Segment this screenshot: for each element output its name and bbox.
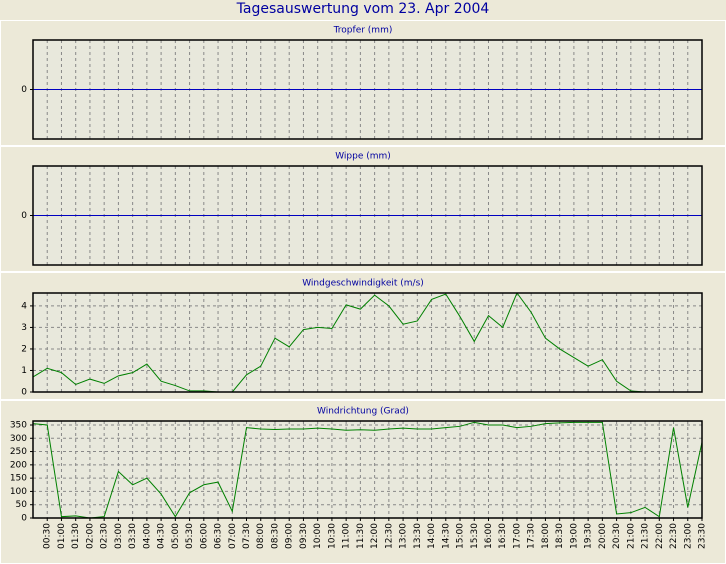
x-tick-label: 08:30 <box>270 523 280 549</box>
x-tick-label: 14:30 <box>441 523 451 549</box>
plot-border <box>32 165 703 266</box>
y-tick-label: 3 <box>21 323 27 333</box>
panel-title: Windgeschwindigkeit (m/s) <box>302 279 424 289</box>
x-tick-label: 00:30 <box>43 523 53 549</box>
x-tick-label: 09:00 <box>285 523 295 549</box>
panel-title: Wippe (mm) <box>335 152 391 162</box>
x-tick-label: 05:30 <box>185 523 195 549</box>
x-tick-label: 15:00 <box>456 523 466 549</box>
x-tick-label: 18:00 <box>541 523 551 549</box>
page-title: Tagesauswertung vom 23. Apr 2004 <box>236 1 490 17</box>
x-tick-label: 14:00 <box>427 523 437 549</box>
x-tick-label: 04:00 <box>142 523 152 549</box>
x-tick-label: 01:30 <box>71 523 81 549</box>
panel-title: Windrichtung (Grad) <box>317 407 409 417</box>
y-tick-label: 350 <box>10 420 27 430</box>
x-tick-label: 10:00 <box>313 523 323 549</box>
x-tick-label: 22:30 <box>669 523 679 549</box>
x-tick-label: 13:30 <box>413 523 423 549</box>
x-tick-label: 10:30 <box>327 523 337 549</box>
y-tick-label: 4 <box>21 301 27 311</box>
x-tick-label: 19:30 <box>584 523 594 549</box>
x-tick-label: 18:30 <box>555 523 565 549</box>
y-tick-label: 0 <box>21 514 27 524</box>
x-tick-label: 09:30 <box>299 523 309 549</box>
y-tick-label: 200 <box>10 460 27 470</box>
plot-area <box>33 293 702 392</box>
y-tick-label: 100 <box>10 487 27 497</box>
x-tick-label: 15:30 <box>470 523 480 549</box>
x-tick-label: 17:30 <box>527 523 537 549</box>
y-tick-label: 150 <box>10 474 27 484</box>
plot-border <box>32 39 703 140</box>
x-tick-label: 20:30 <box>612 523 622 549</box>
x-tick-label: 07:00 <box>228 523 238 549</box>
plot-border <box>32 420 703 519</box>
data-line <box>33 293 702 392</box>
y-tick-label: 1 <box>21 366 27 376</box>
y-tick-label: 2 <box>21 344 27 354</box>
x-tick-label: 06:00 <box>199 523 209 549</box>
x-tick-label: 06:30 <box>214 523 224 549</box>
panel-title: Tropfer (mm) <box>333 26 393 36</box>
x-tick-label: 03:00 <box>114 523 124 549</box>
y-tick-label: 0 <box>21 211 27 221</box>
x-tick-label: 16:00 <box>484 523 494 549</box>
x-tick-label: 17:00 <box>512 523 522 549</box>
x-tick-label: 20:00 <box>598 523 608 549</box>
x-tick-label: 23:30 <box>698 523 708 549</box>
x-tick-label: 02:30 <box>100 523 110 549</box>
x-tick-label: 23:00 <box>683 523 693 549</box>
y-tick-label: 50 <box>16 500 28 510</box>
x-tick-label: 07:30 <box>242 523 252 549</box>
x-tick-label: 08:00 <box>256 523 266 549</box>
y-tick-label: 250 <box>10 447 27 457</box>
y-tick-label: 0 <box>21 85 27 95</box>
x-tick-label: 16:30 <box>498 523 508 549</box>
y-tick-label: 300 <box>10 434 27 444</box>
x-tick-label: 03:30 <box>128 523 138 549</box>
data-line <box>33 421 702 518</box>
plot-border <box>32 292 703 393</box>
x-tick-label: 22:00 <box>655 523 665 549</box>
x-tick-label: 12:30 <box>384 523 394 549</box>
x-tick-label: 11:30 <box>356 523 366 549</box>
x-tick-label: 19:00 <box>569 523 579 549</box>
plot-area <box>33 421 702 518</box>
x-tick-label: 11:00 <box>342 523 352 549</box>
x-tick-label: 04:30 <box>157 523 167 549</box>
x-tick-label: 12:00 <box>370 523 380 549</box>
x-tick-label: 13:00 <box>399 523 409 549</box>
y-tick-label: 0 <box>21 388 27 398</box>
x-tick-label: 01:00 <box>57 523 67 549</box>
x-tick-label: 21:00 <box>626 523 636 549</box>
x-tick-label: 21:30 <box>641 523 651 549</box>
x-tick-label: 05:00 <box>171 523 181 549</box>
x-tick-label: 02:00 <box>85 523 95 549</box>
